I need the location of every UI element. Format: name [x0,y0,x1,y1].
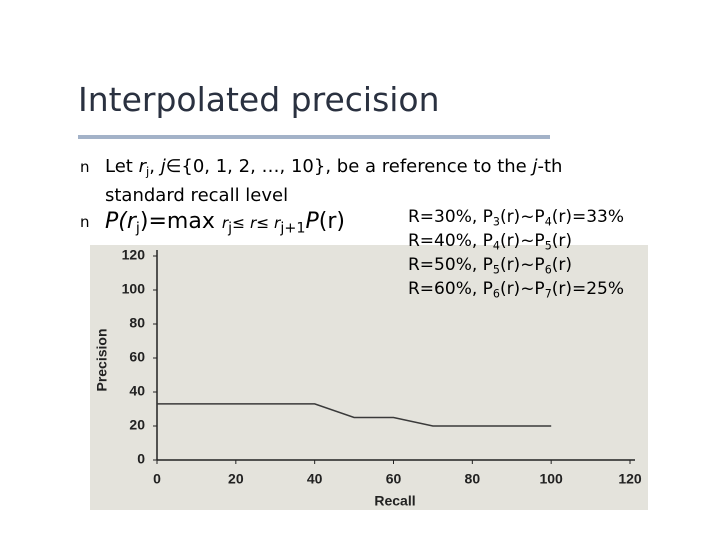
x-axis-label: Recall [374,493,415,509]
note-segment: 6 [544,263,552,277]
note-segment: 6 [492,287,500,301]
text-segment: j [532,156,538,177]
text-segment: )=max [139,209,222,234]
y-tick-label: 0 [137,451,145,467]
bullet-text: Let rj, j∈{0, 1, 2, …, 10}, be a referen… [105,155,575,207]
slide-title: Interpolated precision [78,80,440,119]
note-segment: 4 [544,215,552,229]
bullet-marker: n [80,158,90,176]
title-rule [78,135,550,139]
note-segment: 4 [492,239,500,253]
note-segment: R=50%, P [408,255,493,275]
note-segment: 7 [544,287,552,301]
text-segment: j [160,156,166,177]
text-segment: P [305,209,319,234]
text-segment: j [145,164,150,179]
scanned-figure [90,245,648,510]
text-segment: j [228,220,233,237]
text-segment: r [221,214,229,232]
note-segment: R=40%, P [408,231,493,251]
text-segment: , [149,156,161,177]
data-line [157,403,552,427]
y-tick-label: 120 [122,247,146,263]
text-segment: (r) [318,209,345,234]
y-tick-label: 100 [122,281,146,297]
note-segment: (r)=25% [551,279,625,299]
text-segment: j+1 [280,220,306,237]
y-tick-label: 60 [129,349,145,365]
x-tick-label: 100 [539,471,563,487]
bullet-marker: n [80,213,90,231]
note-line: R=50%, P5(r)~P6(r) [408,255,572,276]
note-line: R=60%, P6(r)~P7(r)=25% [408,279,624,300]
note-segment: (r)~P [499,255,545,275]
x-tick-label: 0 [153,471,161,487]
x-tick-label: 80 [465,471,481,487]
y-tick-label: 80 [129,315,145,331]
note-line: R=30%, P3(r)~P4(r)=33% [408,207,624,228]
text-segment: P(r [105,209,136,234]
note-segment: 5 [544,239,552,253]
note-segment: (r)~P [499,279,545,299]
x-tick-label: 20 [228,471,244,487]
note-segment: R=60%, P [408,279,493,299]
text-segment: j [135,220,140,237]
note-segment: (r)~P [499,207,545,227]
note-segment: 3 [492,215,500,229]
y-tick-label: 40 [129,383,145,399]
note-segment: (r)~P [499,231,545,251]
note-line: R=40%, P4(r)~P5(r) [408,231,572,252]
y-tick-label: 20 [129,417,145,433]
text-segment: r [138,156,146,177]
text-segment: -th standard recall level [105,156,563,206]
note-segment: 5 [492,263,500,277]
x-tick-label: 120 [618,471,642,487]
x-tick-label: 40 [307,471,323,487]
note-segment: (r)=33% [551,207,625,227]
text-segment: ≤ r≤ r [232,214,281,232]
x-tick-label: 60 [386,471,402,487]
note-segment: (r) [551,255,572,275]
note-segment: R=30%, P [408,207,493,227]
bullet-text: P(rj)=max rj≤ r≤ rj+1P(r) [105,210,575,240]
text-segment: ∈{0, 1, 2, …, 10}, be a reference to the [165,156,533,177]
text-segment: Let [105,156,139,177]
note-segment: (r) [551,231,572,251]
y-axis-label: Precision [94,328,110,391]
